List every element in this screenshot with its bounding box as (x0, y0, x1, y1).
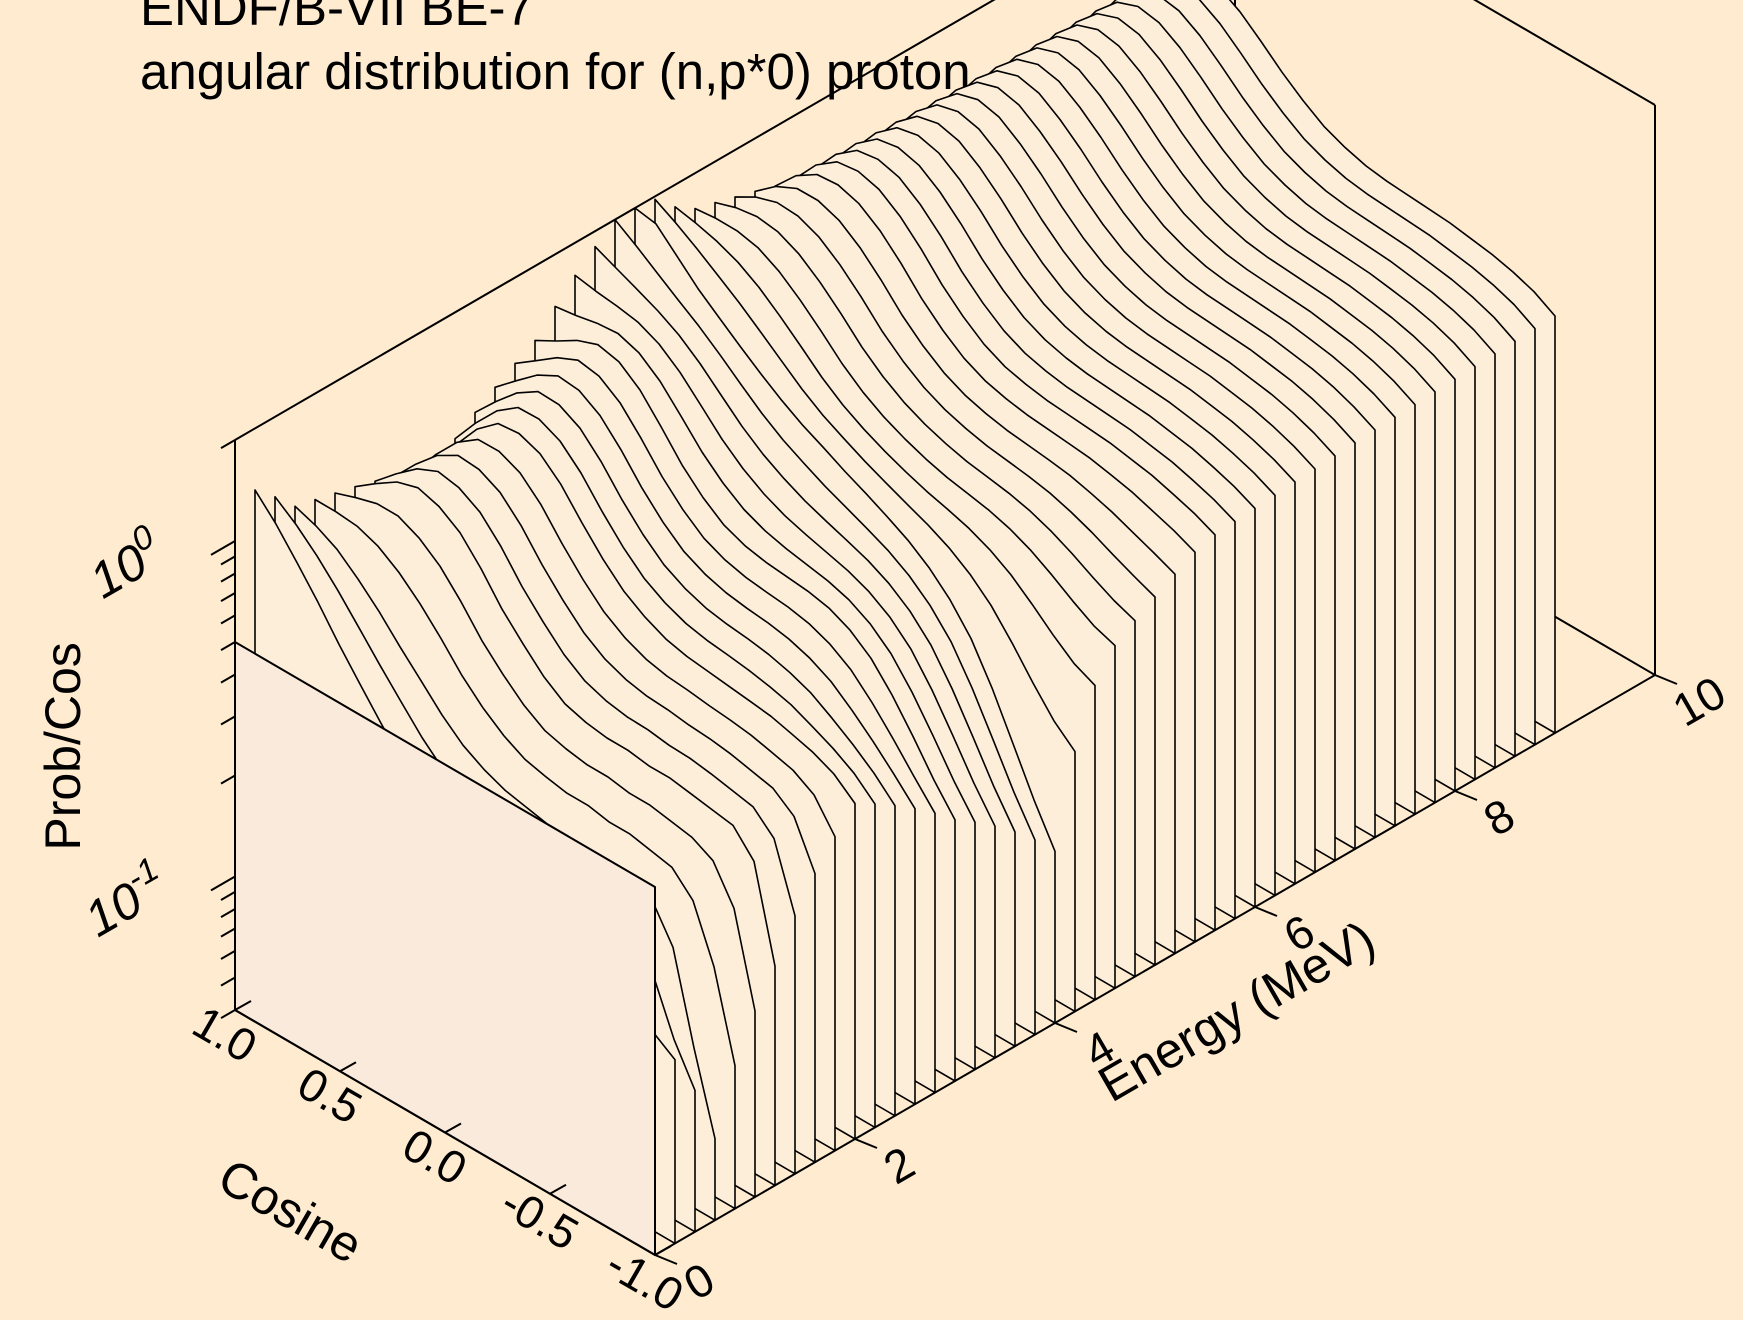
energy-tick-label: 10 (1664, 666, 1734, 737)
prob-minor-tick (220, 976, 236, 987)
energy-tick-label: 8 (1475, 788, 1523, 846)
prob-minor-tick (220, 890, 236, 901)
cosine-tick (339, 1061, 357, 1073)
energy-tick (1454, 790, 1478, 801)
prob-axis-label: Prob/Cos (35, 642, 91, 850)
prob-minor-tick (220, 614, 236, 625)
box-edge-right-top (1473, 0, 1656, 106)
prob-major-tick (210, 540, 236, 556)
energy-tick (1254, 906, 1278, 917)
prob-minor-tick (220, 673, 236, 684)
prob-major-tick (210, 875, 236, 892)
cosine-tick (444, 1122, 462, 1134)
energy-tick (854, 1138, 878, 1149)
prob-minor-tick (220, 641, 236, 651)
prob-minor-tick (220, 715, 236, 726)
cosine-tick (234, 1000, 252, 1011)
energy-tick (654, 1254, 678, 1265)
prob-tick-label: 100 (77, 517, 173, 609)
prob-minor-tick (220, 592, 236, 602)
energy-tick-label: 2 (875, 1136, 923, 1194)
box-edge-back-top (234, 0, 996, 441)
prob-minor-tick (220, 1009, 236, 1019)
box-edge-energy-floor (654, 674, 1656, 1256)
cosine-tick (549, 1183, 567, 1195)
prob-minor-tick (220, 572, 236, 583)
prob-minor-tick (220, 439, 236, 449)
energy-tick (1054, 1022, 1078, 1033)
prob-minor-tick (220, 927, 236, 938)
energy-tick (1654, 674, 1678, 685)
chart-subtitle: angular distribution for (n,p*0) proton (140, 43, 971, 100)
prob-minor-tick (220, 555, 236, 566)
prob-tick-label: 10-1 (72, 850, 178, 947)
prob-minor-tick (220, 950, 236, 960)
cosine-tick (654, 1245, 672, 1256)
cosine-tick-label: -1.0 (598, 1237, 693, 1320)
prob-minor-tick (220, 908, 236, 918)
prob-minor-tick (220, 774, 236, 785)
surface-ribbons (234, 0, 1556, 1256)
surface-front-face (234, 641, 656, 1256)
chart-title: ENDF/B-VII BE-7 (140, 0, 534, 36)
cosine-axis-label: Cosine (209, 1148, 372, 1274)
